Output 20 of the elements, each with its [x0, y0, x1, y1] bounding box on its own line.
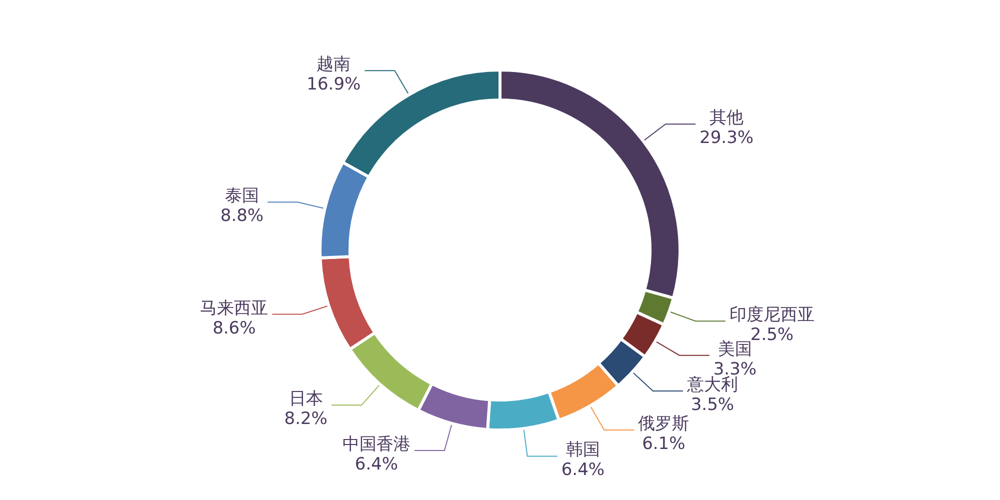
data-label: 3.5%	[690, 394, 734, 415]
slice-label: 韩国	[566, 440, 600, 460]
slice-label: 中国香港	[342, 434, 410, 454]
data-label: 6.1%	[642, 434, 686, 454]
data-label: 8.2%	[284, 409, 328, 430]
slice-label: 日本	[288, 389, 323, 410]
data-label: 8.6%	[212, 318, 256, 338]
data-label: 8.8%	[220, 206, 264, 226]
slice-label: 泰国	[224, 186, 259, 206]
data-label: 6.4%	[561, 460, 605, 480]
data-label: 2.5%	[750, 325, 794, 346]
slice-label: 其他	[710, 108, 744, 128]
slice-label: 越南	[316, 54, 351, 75]
slice-label: 印度尼西亚	[729, 305, 814, 326]
data-label: 16.9%	[306, 74, 361, 95]
slice-label: 俄罗斯	[638, 414, 690, 434]
slice-label: 马来西亚	[200, 298, 268, 318]
data-label: 29.3%	[700, 128, 754, 148]
slice-label: 美国	[718, 339, 752, 360]
data-label: 6.4%	[354, 454, 398, 474]
